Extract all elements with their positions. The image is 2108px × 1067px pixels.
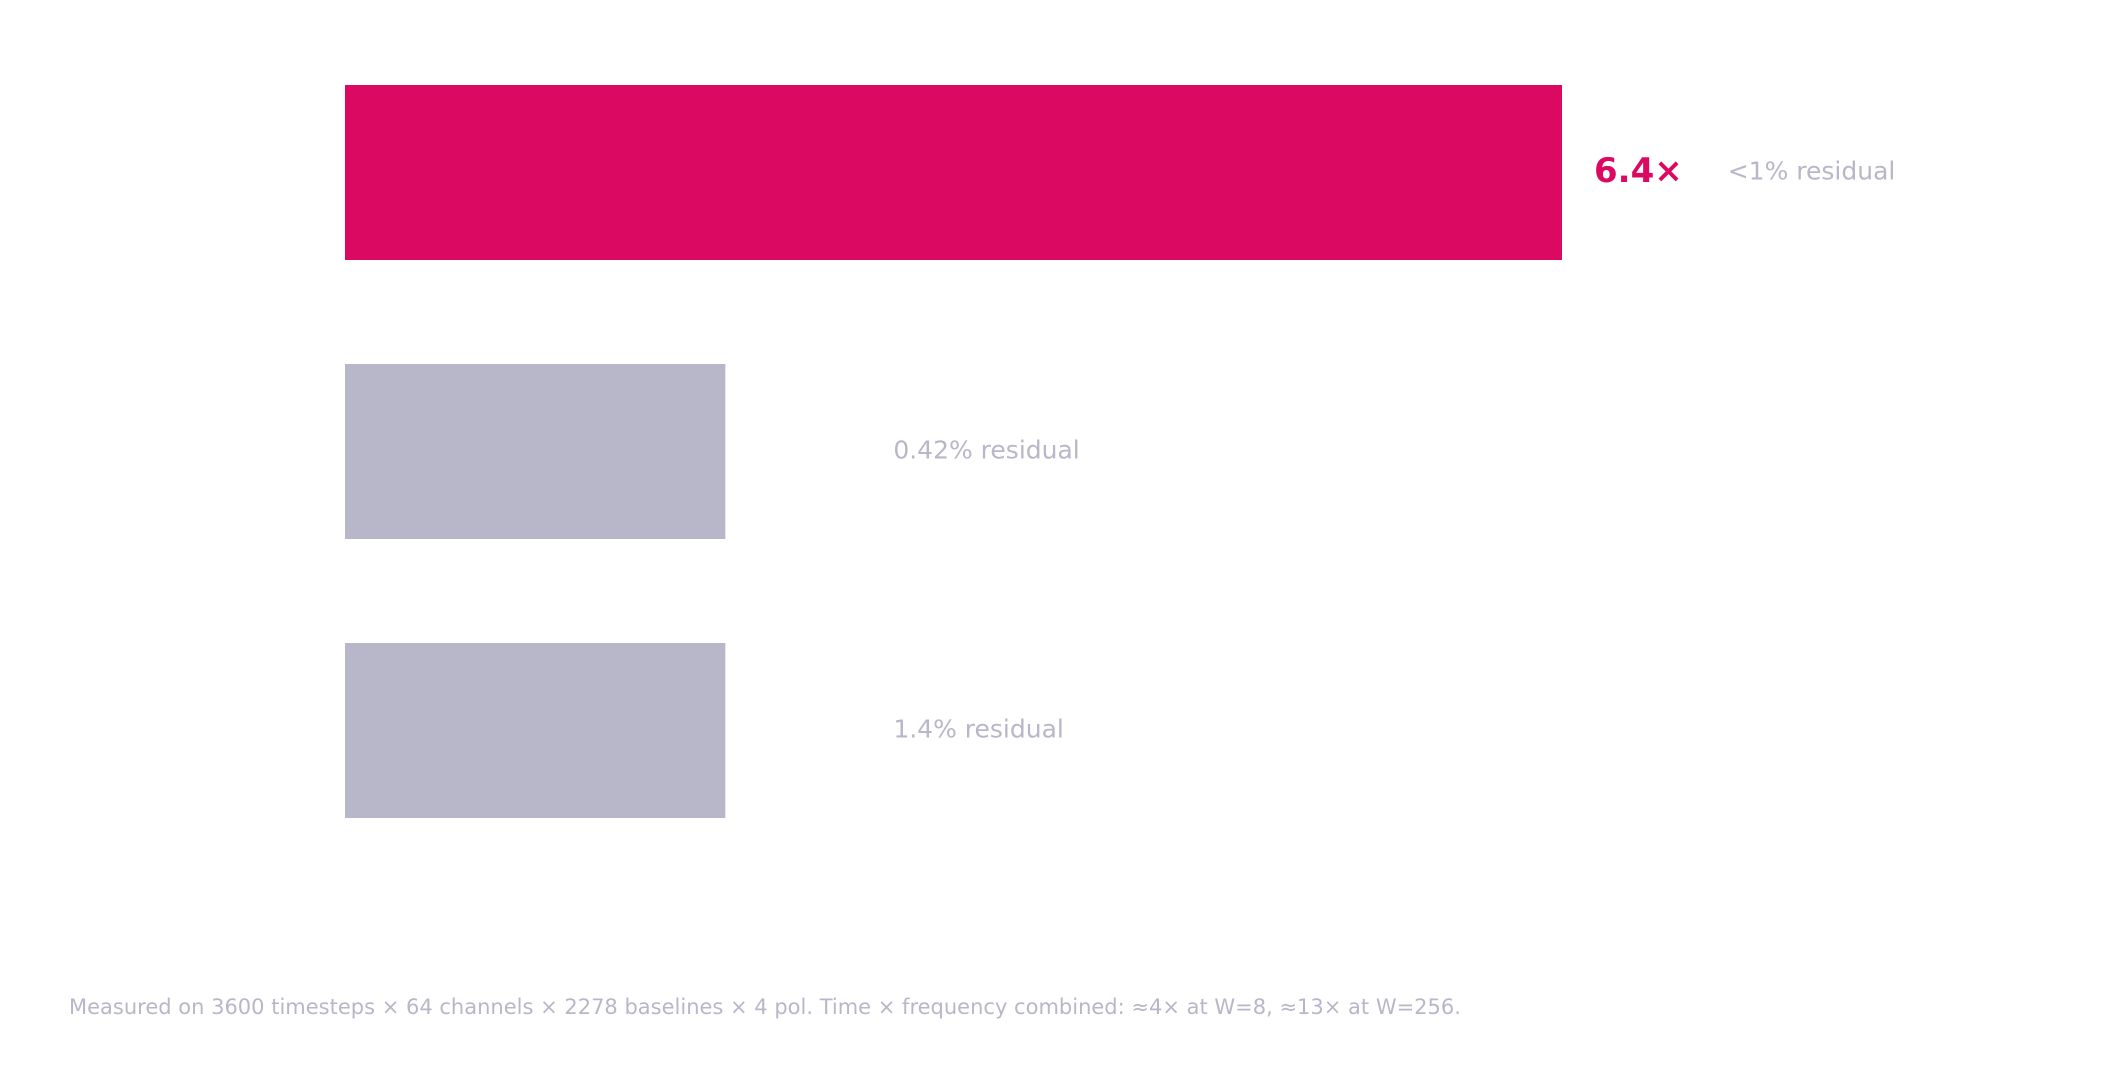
residual-annotation-1: 0.42% residual — [893, 436, 1079, 465]
bar-2 — [345, 643, 726, 818]
chart-footnote: Measured on 3600 timesteps × 64 channels… — [69, 995, 1461, 1019]
residual-annotation-2: 1.4% residual — [893, 715, 1064, 744]
residual-annotation-0: <1% residual — [1728, 157, 1896, 186]
value-label-0: 6.4× — [1594, 151, 1683, 191]
bar-0 — [345, 85, 1562, 260]
bar-1 — [345, 364, 726, 539]
